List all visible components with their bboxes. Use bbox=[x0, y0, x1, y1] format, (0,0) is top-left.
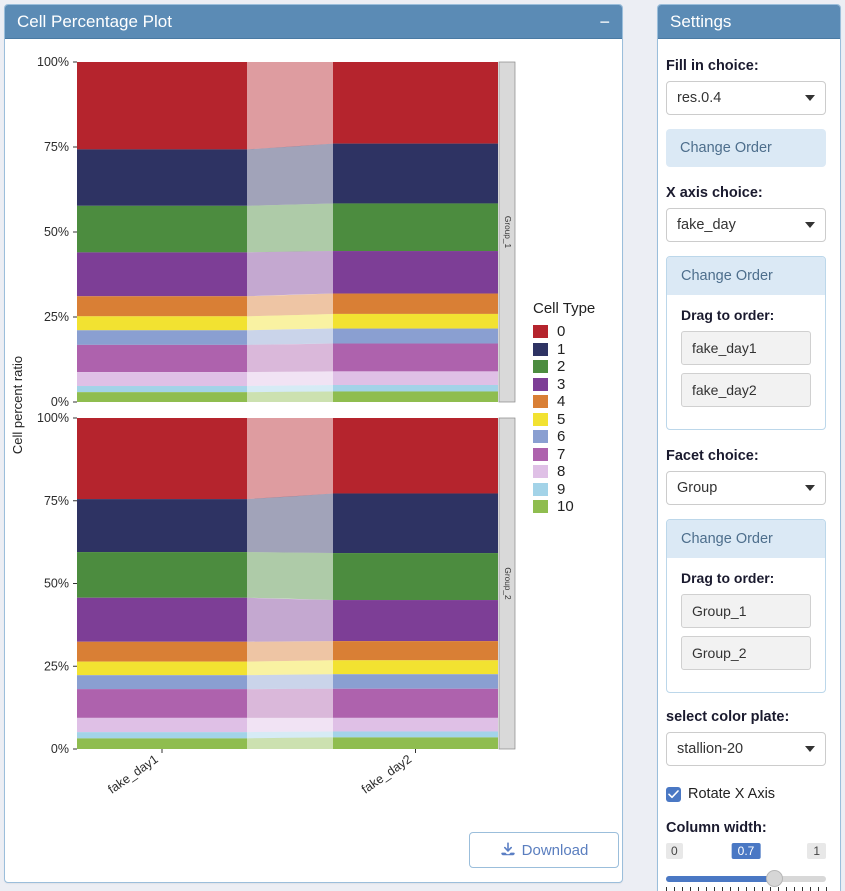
svg-text:fake_day1: fake_day1 bbox=[105, 752, 160, 797]
svg-text:0%: 0% bbox=[51, 742, 69, 756]
svg-text:Group_1: Group_1 bbox=[503, 216, 513, 249]
svg-text:50%: 50% bbox=[44, 225, 69, 239]
svg-text:50%: 50% bbox=[44, 577, 69, 591]
svg-text:75%: 75% bbox=[44, 140, 69, 154]
svg-text:100%: 100% bbox=[37, 411, 69, 425]
svg-text:fake_day2: fake_day2 bbox=[359, 752, 414, 797]
svg-text:25%: 25% bbox=[44, 659, 69, 673]
svg-text:0%: 0% bbox=[51, 395, 69, 409]
svg-text:75%: 75% bbox=[44, 494, 69, 508]
svg-text:25%: 25% bbox=[44, 310, 69, 324]
svg-text:100%: 100% bbox=[37, 55, 69, 69]
svg-text:Group_2: Group_2 bbox=[503, 567, 513, 600]
